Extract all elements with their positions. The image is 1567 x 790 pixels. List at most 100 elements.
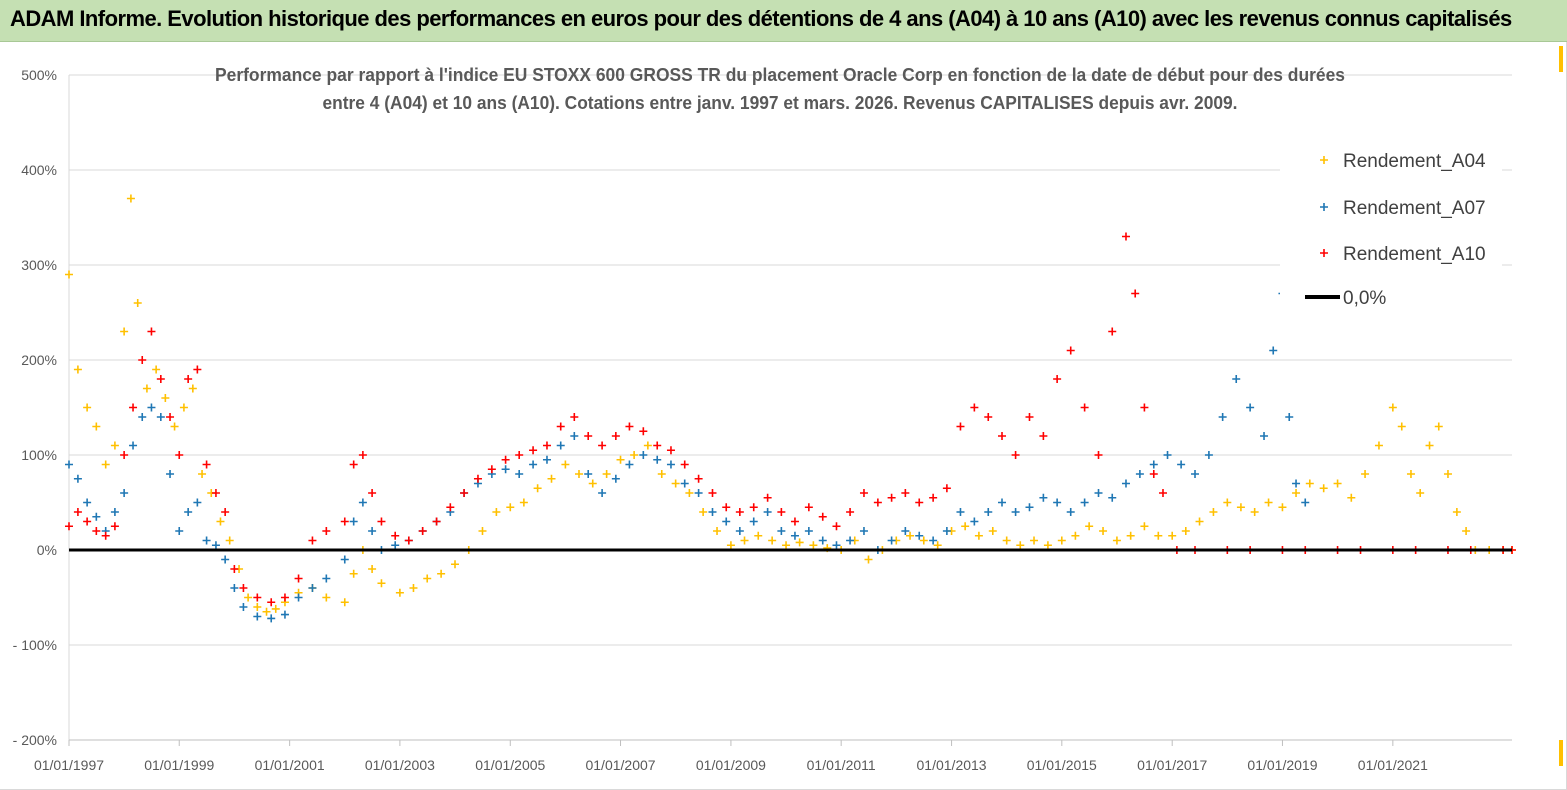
data-point [166, 413, 175, 421]
data-point [1126, 531, 1135, 540]
data-point [1319, 484, 1328, 493]
data-point [1135, 470, 1144, 478]
data-point [1094, 451, 1103, 459]
data-point [984, 413, 993, 421]
data-point [473, 474, 482, 483]
data-point [368, 489, 377, 497]
data-point [1066, 346, 1075, 355]
data-point [349, 517, 358, 526]
data-point [740, 536, 749, 545]
y-tick-label: 300% [21, 257, 57, 273]
data-point [147, 327, 156, 336]
data-point [184, 375, 193, 383]
data-point [308, 584, 317, 592]
data-point [280, 593, 289, 602]
data-point [1443, 470, 1452, 478]
data-point [1223, 498, 1232, 507]
data-point [713, 527, 722, 535]
data-point [446, 503, 455, 512]
data-point [179, 403, 188, 412]
data-point [901, 489, 910, 497]
data-point [404, 536, 413, 545]
x-tick-label: 01/01/2007 [585, 757, 655, 773]
data-point [598, 489, 607, 497]
data-point [280, 610, 289, 619]
data-point [92, 512, 101, 521]
data-point [1025, 503, 1034, 512]
data-point [101, 460, 110, 469]
data-point [1108, 327, 1117, 336]
series-rendement_a07 [65, 289, 1310, 623]
data-point [795, 538, 804, 547]
x-tick-label: 01/01/2021 [1358, 757, 1428, 773]
data-point [611, 474, 620, 483]
y-tick-label: 0% [37, 542, 57, 558]
data-point [556, 422, 565, 431]
data-point [377, 579, 386, 588]
data-point [529, 460, 538, 469]
data-point [643, 441, 652, 450]
data-point [395, 588, 404, 597]
data-point [984, 508, 993, 516]
data-point [216, 517, 225, 526]
x-tick-label: 01/01/1999 [144, 757, 214, 773]
data-point [1374, 441, 1383, 450]
data-point [1416, 489, 1425, 497]
y-tick-label: 200% [21, 352, 57, 368]
data-point [253, 593, 262, 602]
data-point [1168, 531, 1177, 540]
data-point [65, 270, 73, 279]
data-point [1163, 451, 1172, 459]
legend-label: Rendement_A10 [1343, 244, 1486, 265]
data-point [680, 460, 689, 469]
data-point [294, 574, 303, 583]
data-point [409, 584, 418, 592]
data-point [358, 451, 367, 459]
data-point [322, 593, 331, 602]
data-point [790, 531, 799, 540]
data-point [929, 536, 938, 545]
data-point [202, 460, 211, 469]
data-point [1434, 422, 1443, 431]
data-point [915, 531, 924, 540]
data-point [1333, 479, 1342, 488]
data-point [961, 522, 970, 531]
data-point [198, 470, 207, 478]
data-point [1071, 531, 1080, 540]
data-point [271, 604, 280, 613]
data-point [726, 541, 735, 550]
data-point [126, 194, 135, 203]
data-point [970, 517, 979, 526]
data-point [873, 498, 882, 507]
data-point [859, 527, 868, 535]
data-point [584, 432, 593, 440]
data-point [1112, 536, 1121, 545]
data-point [129, 441, 138, 450]
data-point [65, 522, 73, 531]
data-point [239, 603, 248, 611]
data-point [533, 484, 542, 493]
data-point [1462, 527, 1471, 535]
y-tick-label: 100% [21, 447, 57, 463]
data-point [221, 555, 230, 564]
data-point [735, 527, 744, 535]
data-point [1209, 508, 1218, 516]
data-point [432, 517, 441, 526]
data-point [1085, 522, 1094, 531]
data-point [1388, 403, 1397, 412]
data-point [423, 574, 432, 583]
data-point [653, 441, 662, 450]
data-point [1066, 508, 1075, 516]
data-point [501, 455, 510, 464]
data-point [230, 565, 239, 573]
data-point [818, 512, 827, 521]
data-point [147, 403, 156, 412]
data-point [244, 593, 253, 602]
data-point [735, 508, 744, 516]
data-point [694, 489, 703, 497]
data-point [519, 498, 528, 507]
data-point [391, 541, 400, 550]
data-point [630, 451, 639, 459]
corner-marker-bottom [1559, 740, 1563, 766]
